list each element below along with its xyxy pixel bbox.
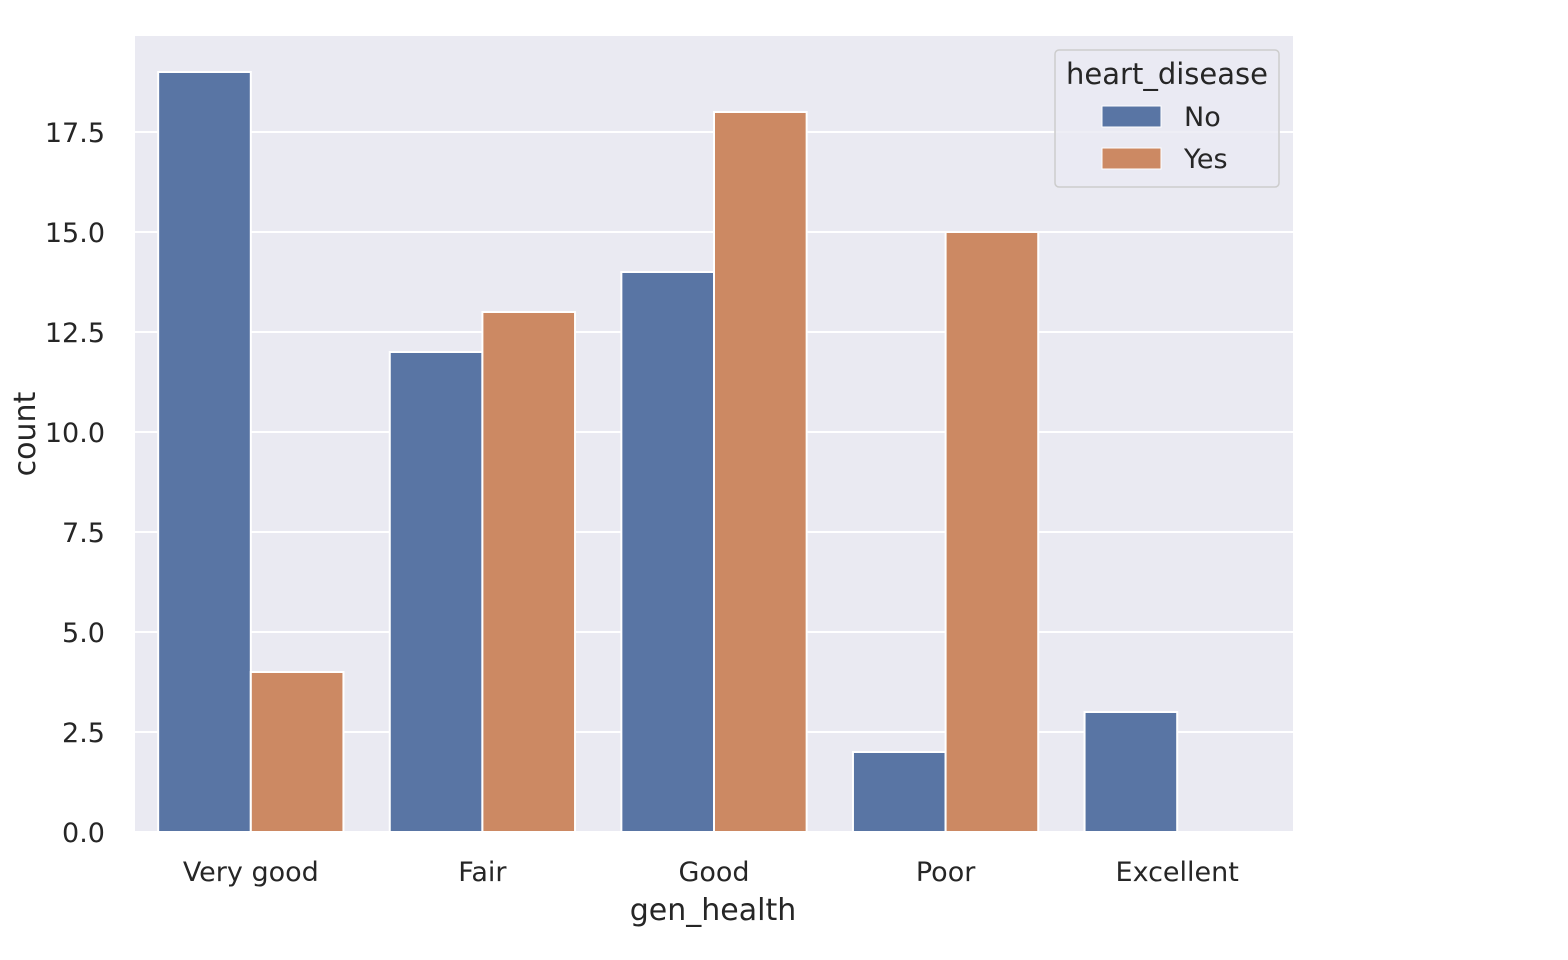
y-tick-label: 12.5 bbox=[45, 318, 105, 349]
y-tick-labels: 0.0 2.5 5.0 7.5 10.0 12.5 15.0 17.5 bbox=[45, 118, 105, 849]
y-axis-label: count bbox=[8, 391, 43, 476]
bar-no-fair bbox=[388, 351, 484, 833]
bar-yes-fair bbox=[481, 311, 577, 833]
legend-swatch-yes bbox=[1101, 147, 1162, 170]
bar-no-very-good bbox=[157, 71, 252, 833]
x-tick-label: Very good bbox=[183, 857, 319, 888]
legend-swatch-no bbox=[1101, 105, 1162, 128]
y-tick-label: 17.5 bbox=[45, 118, 105, 149]
x-axis-label: gen_health bbox=[630, 893, 796, 928]
bar-no-good bbox=[620, 271, 715, 833]
y-tick-label: 0.0 bbox=[62, 818, 105, 849]
x-tick-label: Good bbox=[678, 857, 749, 888]
bar-yes-poor bbox=[944, 231, 1040, 833]
legend-label-yes: Yes bbox=[1183, 144, 1228, 175]
y-tick-label: 5.0 bbox=[62, 618, 105, 649]
legend: heart_disease No Yes bbox=[1054, 49, 1280, 188]
bar-yes-good bbox=[713, 111, 808, 833]
x-tick-label: Fair bbox=[458, 857, 507, 888]
y-tick-label: 15.0 bbox=[45, 218, 105, 249]
legend-label-no: No bbox=[1184, 102, 1221, 133]
x-tick-label: Poor bbox=[916, 857, 976, 888]
y-tick-label: 2.5 bbox=[62, 718, 105, 749]
bar-no-excellent bbox=[1083, 711, 1179, 833]
y-tick-label: 7.5 bbox=[62, 518, 105, 549]
bar-no-poor bbox=[851, 751, 947, 833]
x-tick-labels: Very good Fair Good Poor Excellent bbox=[183, 857, 1239, 888]
bars bbox=[157, 71, 1179, 833]
x-tick-label: Excellent bbox=[1116, 857, 1239, 888]
bar-yes-very-good bbox=[249, 671, 345, 833]
y-tick-label: 10.0 bbox=[45, 418, 105, 449]
legend-title: heart_disease bbox=[1066, 57, 1268, 91]
